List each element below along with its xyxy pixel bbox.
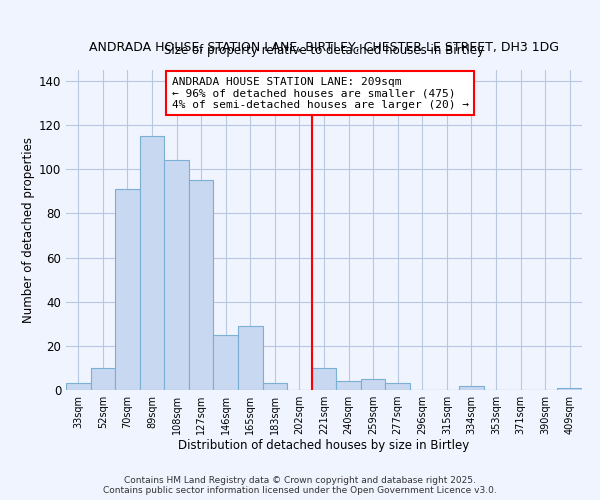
Text: Contains HM Land Registry data © Crown copyright and database right 2025.
Contai: Contains HM Land Registry data © Crown c… (103, 476, 497, 495)
Bar (140, 136, 164, 390)
Bar (66, 384, 91, 390)
Y-axis label: Number of detached properties: Number of detached properties (22, 137, 35, 323)
Bar (459, 386, 484, 390)
Title: ANDRADA HOUSE, STATION LANE, BIRTLEY, CHESTER LE STREET, DH3 1DG: ANDRADA HOUSE, STATION LANE, BIRTLEY, CH… (89, 40, 559, 54)
Bar (263, 384, 287, 390)
Bar (312, 368, 336, 390)
Bar (361, 379, 385, 390)
X-axis label: Distribution of detached houses by size in Birtley: Distribution of detached houses by size … (178, 438, 470, 452)
Bar (336, 381, 361, 390)
Bar (385, 384, 410, 390)
Bar (238, 326, 263, 390)
Bar (164, 160, 189, 390)
Bar (189, 180, 214, 390)
Text: Size of property relative to detached houses in Birtley: Size of property relative to detached ho… (164, 44, 484, 57)
Bar (214, 335, 238, 390)
Bar (557, 388, 582, 390)
Bar (91, 368, 115, 390)
Text: ANDRADA HOUSE STATION LANE: 209sqm
← 96% of detached houses are smaller (475)
4%: ANDRADA HOUSE STATION LANE: 209sqm ← 96%… (172, 76, 469, 110)
Bar (115, 189, 140, 390)
